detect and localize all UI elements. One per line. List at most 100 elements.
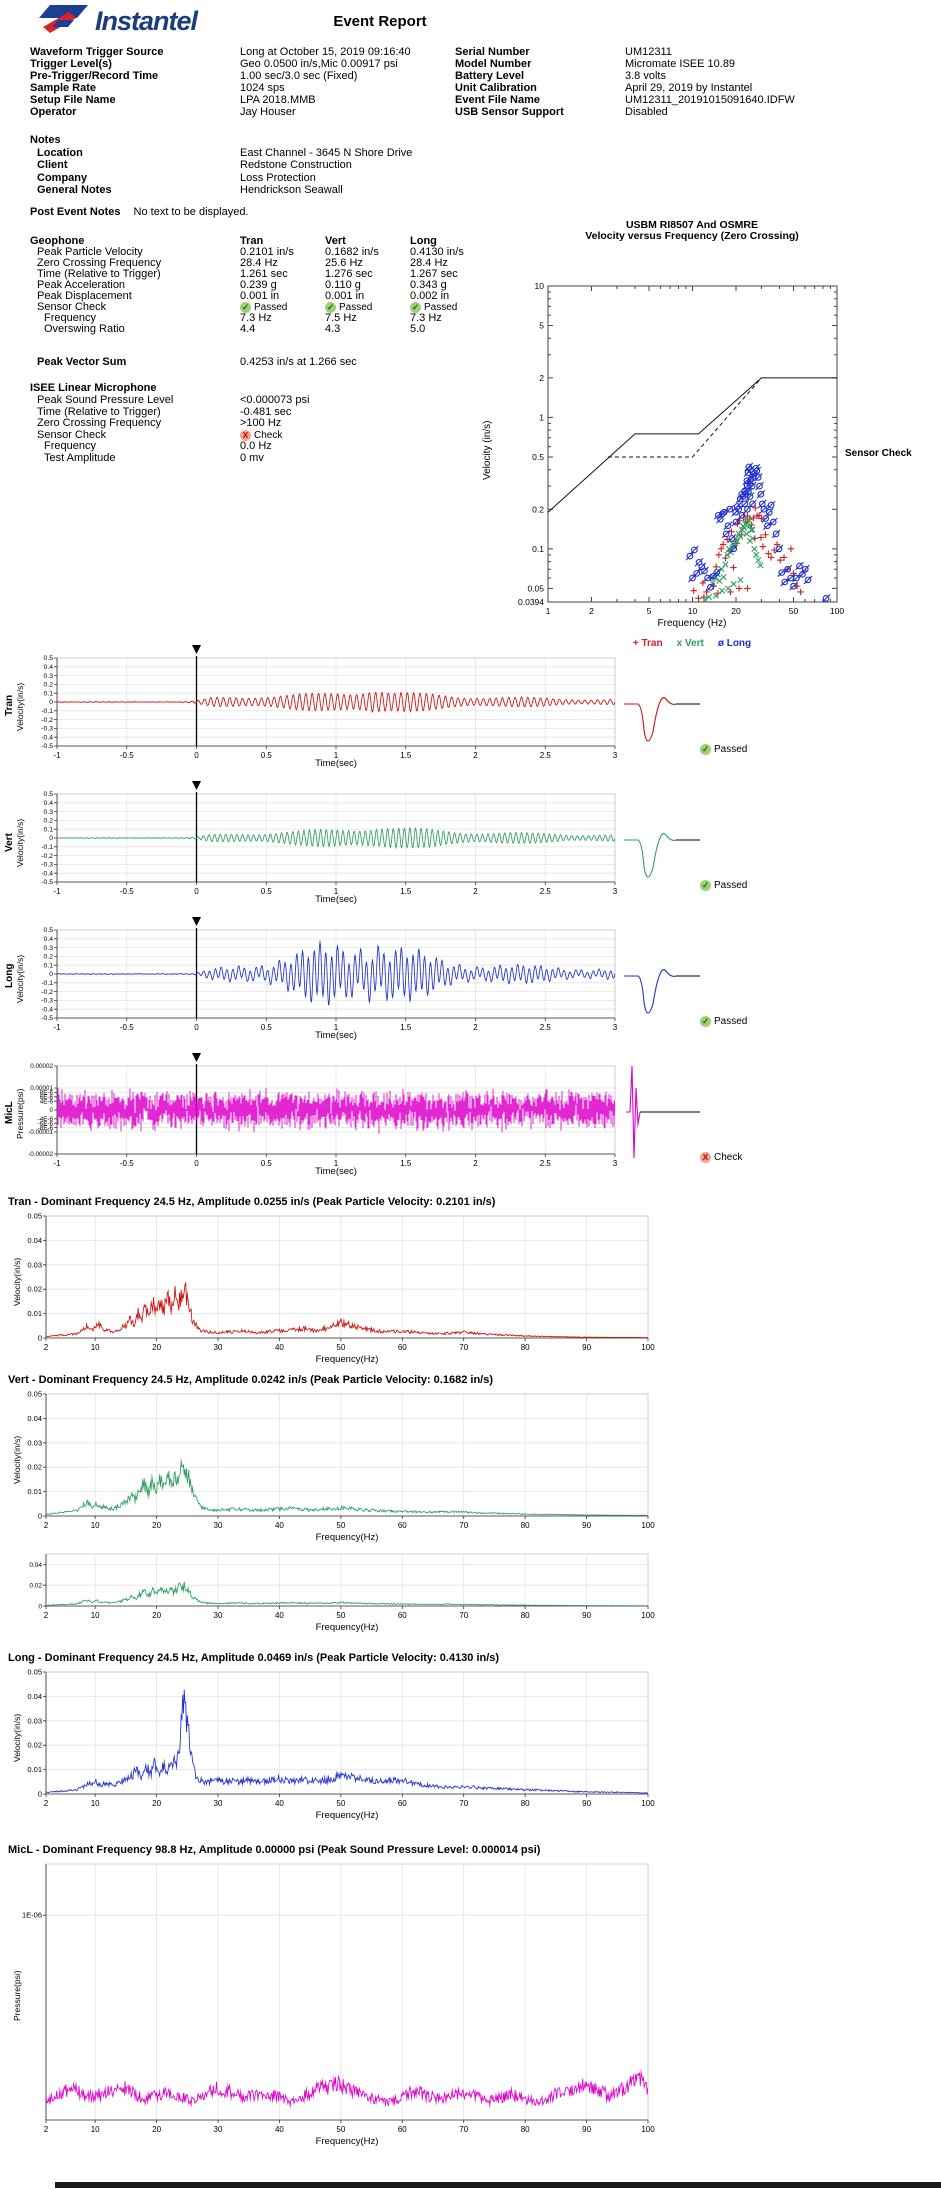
info-value: Disabled: [625, 106, 668, 118]
vert-waveform-canvas: [28, 776, 628, 908]
info-left-row: Waveform Trigger Source Long at October 1…: [30, 46, 450, 58]
badge-label: Passed: [714, 1016, 748, 1027]
microphone-row-label: Frequency: [44, 440, 96, 453]
peak-vector-sum-label: Peak Vector Sum: [37, 356, 127, 368]
check-icon: ✓: [325, 302, 336, 313]
post-event-notes: Post Event Notes No text to be displayed…: [30, 206, 249, 218]
geophone-column-header: Vert: [325, 235, 346, 247]
microphone-heading: ISEE Linear Microphone: [30, 382, 157, 394]
info-value: 3.8 volts: [625, 70, 666, 82]
geophone-cell: 7.5 Hz: [325, 312, 357, 324]
geophone-cell: 0.001 in: [325, 290, 365, 302]
waveform-sensor-check-badge: ✓ Passed: [700, 744, 747, 755]
geophone-rows: Peak Particle Velocity 0.2101 in/s 0.1682 …: [30, 247, 550, 335]
info-value: Geo 0.0500 in/s,Mic 0.00917 psi: [240, 58, 398, 70]
info-label: Sample Rate: [30, 82, 97, 94]
info-value: Jay Houser: [240, 106, 296, 118]
info-left-row: Operator Jay Houser: [30, 106, 450, 118]
usbm-chart-canvas: [430, 246, 930, 646]
info-label: Setup File Name: [30, 94, 116, 106]
check-icon: ✓: [240, 302, 251, 313]
notes-value: Hendrickson Seawall: [240, 184, 343, 197]
geophone-cell: 4.4: [240, 323, 256, 335]
info-left-row: Sample Rate 1024 sps: [30, 82, 450, 94]
check-icon: ✓: [410, 302, 421, 313]
peak-vector-sum-value: 0.4253 in/s at 1.266 sec: [240, 356, 357, 368]
sensor-check-badge: ✓Passed: [325, 302, 372, 313]
waveform-y-axis-label: Velocity(in/s): [15, 682, 25, 731]
notes-row: General Notes Hendrickson Seawall: [37, 184, 537, 196]
info-label: Model Number: [455, 58, 532, 70]
geophone-cell: 28.4 Hz: [240, 257, 278, 269]
geophone-row-label: Frequency: [44, 312, 96, 324]
waveform-sensor-check-badge: ✓ Passed: [700, 1016, 747, 1027]
geophone-cell: 0.239 g: [240, 279, 277, 291]
geophone-row-label: Sensor Check: [37, 301, 107, 313]
waveform-sensor-check-badge: X Check: [700, 1152, 742, 1163]
fft-x-axis-label: Frequency(Hz): [315, 1622, 379, 1633]
sensor-check-badge: X Check: [240, 429, 283, 441]
sensor-check-badge: ✓Passed: [240, 302, 287, 313]
notes-row: Client Redstone Construction: [37, 159, 537, 171]
long-sensor-check-canvas: [620, 926, 702, 1026]
instantel-logo-icon: [39, 5, 88, 33]
info-right-row: Event File Name UM12311_20191015091640.ID…: [455, 94, 935, 106]
geophone-cell: 28.4 Hz: [410, 257, 448, 269]
microphone-row-label: Sensor Check: [37, 428, 107, 441]
microphone-row-label: Peak Sound Pressure Level: [37, 394, 174, 406]
waveform-y-axis-label: Velocity(in/s): [15, 954, 25, 1003]
notes-label: Company: [37, 171, 88, 184]
info-value: Long at October 15, 2019 09:16:40: [240, 46, 411, 58]
notes-label: Client: [37, 159, 68, 172]
geophone-row-label: Time (Relative to Trigger): [37, 268, 161, 280]
notes-row: Location East Channel - 3645 N Shore Driv…: [37, 147, 537, 159]
page-bottom-edge: [55, 2182, 941, 2188]
geophone-row-label: Peak Particle Velocity: [37, 246, 143, 258]
geophone-row-label: Peak Acceleration: [37, 279, 126, 291]
fft-title-micl-fft: MicL - Dominant Frequency 98.8 Hz, Ampli…: [8, 1844, 541, 1856]
notes-row: Company Loss Protection: [37, 172, 537, 184]
x-icon: X: [240, 429, 251, 441]
microphone-cell: 0 mv: [240, 451, 264, 464]
geophone-cell: 0.001 in: [240, 290, 280, 302]
notes-value: East Channel - 3645 N Shore Drive: [240, 147, 413, 159]
waveform-channel-label: MicL: [4, 1101, 15, 1124]
report-title: Event Report: [333, 13, 427, 30]
info-left-column: Waveform Trigger Source Long at October 1…: [30, 46, 450, 118]
info-label: Operator: [30, 106, 77, 118]
geophone-row: Overswing Ratio 4.4 4.3 5.0: [30, 324, 550, 335]
info-left-row: Pre-Trigger/Record Time 1.00 sec/3.0 sec …: [30, 70, 450, 82]
microphone-row: Test Amplitude 0 mv: [30, 451, 550, 465]
microphone-row: Peak Sound Pressure Level <0.000073 psi: [30, 394, 550, 407]
info-right-row: Serial Number UM12311: [455, 46, 935, 58]
micl-sensor-check-canvas: [620, 1062, 702, 1162]
badge-label: Passed: [254, 302, 288, 313]
usbm-chart-subtitle: Velocity versus Frequency (Zero Crossing…: [585, 230, 799, 242]
geophone-cell: 1.261 sec: [240, 268, 288, 280]
geophone-row: Peak Displacement 0.001 in 0.001 in 0.002 i…: [30, 291, 550, 302]
info-label: Event File Name: [455, 94, 540, 106]
microphone-row: Time (Relative to Trigger) -0.481 sec: [30, 406, 550, 419]
geophone-heading: Geophone: [30, 235, 85, 247]
geophone-column-header: Long: [410, 235, 437, 247]
geophone-row-label: Peak Displacement: [37, 290, 132, 302]
notes-value: Loss Protection: [240, 171, 316, 184]
geophone-cell: 4.3: [325, 323, 341, 335]
post-event-notes-label: Post Event Notes: [30, 206, 121, 218]
usbm-chart-title: USBM RI8507 And OSMRE: [625, 219, 759, 231]
fft-title-vert-fft: Vert - Dominant Frequency 24.5 Hz, Ampli…: [8, 1374, 493, 1386]
waveform-y-axis-label: Pressure(psi): [15, 1088, 25, 1139]
microphone-row-label: Test Amplitude: [44, 451, 116, 464]
long-waveform-canvas: [28, 912, 628, 1044]
waveform-sensor-check-badge: ✓ Passed: [700, 880, 747, 891]
x-icon: X: [700, 1152, 711, 1163]
info-label: Waveform Trigger Source: [30, 46, 164, 58]
tran-sensor-check-canvas: [620, 654, 702, 754]
geophone-cell: 1.276 sec: [325, 268, 373, 280]
notes-value: Redstone Construction: [240, 159, 352, 172]
info-value: LPA 2018.MMB: [240, 94, 316, 106]
microphone-cell: 0.0 Hz: [240, 440, 272, 453]
geophone-cell: 0.2101 in/s: [240, 246, 294, 258]
badge-label: Check: [254, 429, 283, 441]
